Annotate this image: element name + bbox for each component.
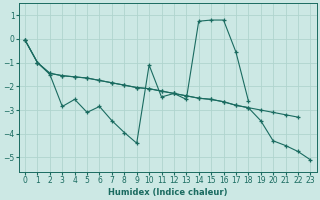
X-axis label: Humidex (Indice chaleur): Humidex (Indice chaleur) (108, 188, 228, 197)
